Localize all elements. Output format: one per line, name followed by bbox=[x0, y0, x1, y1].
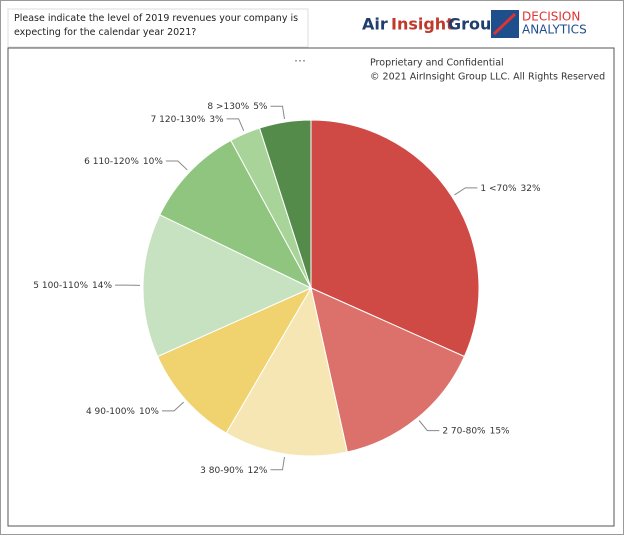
more-icon[interactable]: ⋯ bbox=[294, 54, 306, 68]
value-label: 15% bbox=[490, 426, 510, 436]
chart-title: Please indicate the level of 2019 revenu… bbox=[14, 12, 304, 40]
category-label: 1 <70% bbox=[480, 183, 517, 193]
logo-analytics: ANALYTICS bbox=[522, 23, 587, 37]
title-wrap: Please indicate the level of 2019 revenu… bbox=[14, 12, 304, 46]
logo-decision: DECISION bbox=[522, 10, 580, 24]
data-label: 8 >130% 5% bbox=[207, 102, 268, 112]
value-label: 3% bbox=[209, 114, 224, 124]
category-label: 6 110-120% bbox=[84, 156, 139, 166]
logo-air: Air bbox=[362, 15, 388, 34]
category-label: 5 100-110% bbox=[33, 281, 88, 291]
value-label: 14% bbox=[92, 281, 112, 291]
data-label: 4 90-100% 10% bbox=[86, 406, 159, 416]
category-label: 4 90-100% bbox=[86, 406, 135, 416]
value-label: 32% bbox=[521, 183, 541, 193]
category-label: 8 >130% bbox=[207, 102, 249, 112]
value-label: 10% bbox=[139, 406, 159, 416]
data-label: 5 100-110% 14% bbox=[33, 281, 112, 291]
value-label: 12% bbox=[247, 465, 267, 475]
logo-insight: Insight bbox=[391, 15, 454, 34]
category-label: 7 120-130% bbox=[151, 114, 206, 124]
data-label: 7 120-130%3% bbox=[151, 114, 224, 124]
data-label: 2 70-80% 15% bbox=[442, 426, 510, 436]
value-label: 10% bbox=[143, 156, 163, 166]
category-label: 2 70-80% bbox=[442, 426, 486, 436]
note: Proprietary and Confidential bbox=[370, 58, 504, 69]
data-label: 1 <70% 32% bbox=[480, 183, 541, 193]
category-label: 3 80-90% bbox=[200, 465, 244, 475]
note: © 2021 AirInsight Group LLC. All Rights … bbox=[370, 72, 605, 83]
value-label: 5% bbox=[253, 102, 268, 112]
data-label: 6 110-120% 10% bbox=[84, 156, 163, 166]
data-label: 3 80-90%12% bbox=[200, 465, 268, 475]
